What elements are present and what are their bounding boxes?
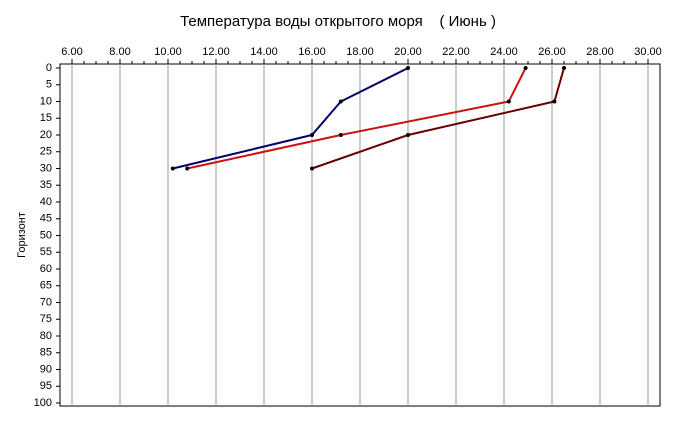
y-tick-label: 55 bbox=[40, 246, 52, 258]
y-tick-label: 20 bbox=[40, 129, 52, 141]
chart-title: Температура воды открытого моря ( Июнь ) bbox=[180, 13, 496, 30]
series-line bbox=[172, 67, 409, 170]
point bbox=[406, 133, 410, 137]
point bbox=[406, 66, 410, 70]
x-tick-label: 16.00 bbox=[298, 46, 326, 58]
y-tick-label: 60 bbox=[40, 263, 52, 275]
x-tick-label: 24.00 bbox=[490, 46, 518, 58]
point bbox=[338, 99, 343, 104]
x-tick-label: 20.00 bbox=[394, 46, 422, 58]
point bbox=[562, 66, 566, 70]
series-line bbox=[311, 67, 565, 170]
y-tick-label: 10 bbox=[40, 95, 52, 107]
y-axis-label: Горизонт bbox=[16, 212, 28, 258]
x-tick-label: 30.00 bbox=[634, 46, 662, 58]
x-tick-label: 8.00 bbox=[109, 46, 130, 58]
point bbox=[523, 66, 528, 70]
y-tick-label: 70 bbox=[40, 296, 52, 308]
x-tick-label: 6.00 bbox=[61, 46, 82, 58]
y-tick-label: 30 bbox=[40, 162, 52, 174]
point bbox=[170, 166, 175, 171]
y-tick-label: 100 bbox=[34, 397, 52, 409]
x-tick-label: 22.00 bbox=[442, 46, 470, 58]
y-tick-label: 75 bbox=[40, 313, 52, 325]
point bbox=[185, 166, 190, 171]
y-tick-label: 50 bbox=[40, 229, 52, 241]
y-tick-label: 40 bbox=[40, 196, 52, 208]
point bbox=[310, 133, 314, 137]
point bbox=[506, 99, 511, 104]
point bbox=[338, 133, 343, 137]
x-tick-label: 10.00 bbox=[154, 46, 182, 58]
y-tick-label: 90 bbox=[40, 363, 52, 375]
y-tick-label: 35 bbox=[40, 179, 52, 191]
y-tick-label: 85 bbox=[40, 347, 52, 359]
y-tick-label: 15 bbox=[40, 112, 52, 124]
x-tick-label: 14.00 bbox=[250, 46, 278, 58]
y-tick-label: 0 bbox=[46, 62, 52, 74]
series-line bbox=[186, 67, 527, 170]
y-tick-label: 65 bbox=[40, 280, 52, 292]
x-tick-label: 18.00 bbox=[346, 46, 374, 58]
y-tick-label: 5 bbox=[46, 79, 52, 91]
x-tick-label: 28.00 bbox=[586, 46, 614, 58]
y-tick-label: 25 bbox=[40, 146, 52, 158]
x-tick-label: 26.00 bbox=[538, 46, 566, 58]
point bbox=[552, 99, 557, 104]
x-tick-label: 12.00 bbox=[202, 46, 230, 58]
y-tick-label: 80 bbox=[40, 330, 52, 342]
point bbox=[310, 166, 314, 171]
y-tick-label: 95 bbox=[40, 380, 52, 392]
y-tick-label: 45 bbox=[40, 213, 52, 225]
